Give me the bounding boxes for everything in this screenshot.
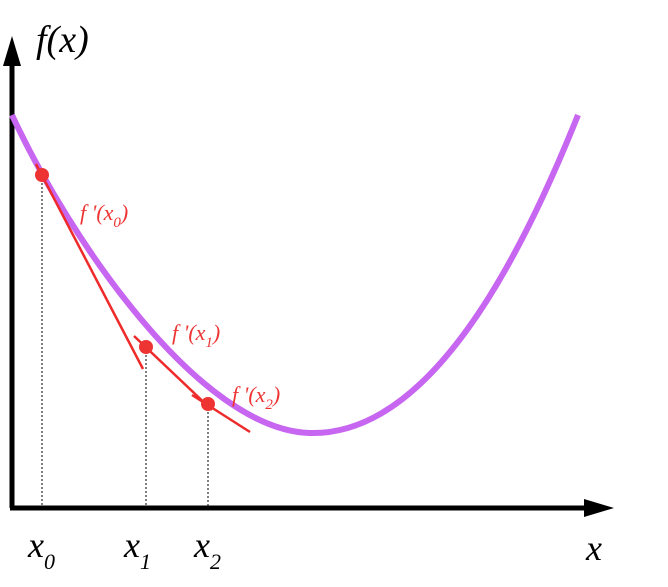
tangent-label: f '(x1): [172, 320, 220, 351]
tl-prefix: f '(x: [80, 200, 114, 225]
label-sub: 2: [210, 549, 221, 574]
point: [139, 340, 153, 354]
tl-sub: 0: [113, 215, 121, 231]
point-label: x1: [123, 525, 151, 574]
tl-suffix: ): [119, 200, 128, 225]
tangent-label: f '(x0): [80, 200, 128, 231]
tl-sub: 2: [265, 397, 273, 413]
y-axis-arrow: [3, 36, 21, 66]
point-label: x2: [193, 525, 221, 574]
tangent-line: [34, 163, 145, 370]
tl-sub: 1: [205, 335, 213, 351]
point: [35, 168, 49, 182]
label-sub: 1: [140, 549, 151, 574]
x-axis-arrow: [584, 499, 614, 517]
tangent-label: f '(x2): [232, 382, 280, 413]
point-label: x0: [27, 525, 55, 574]
label-main: x: [123, 525, 140, 565]
tl-prefix: f '(x: [232, 382, 266, 407]
tl-suffix: ): [211, 320, 220, 345]
tl-prefix: f '(x: [172, 320, 206, 345]
tl-suffix: ): [271, 382, 280, 407]
curve: [9, 113, 581, 437]
y-axis-label: f(x): [36, 19, 89, 61]
x-axis-label: x: [585, 528, 602, 568]
label-sub: 0: [44, 549, 55, 574]
label-main: x: [193, 525, 210, 565]
point: [201, 397, 215, 411]
label-main: x: [27, 525, 44, 565]
